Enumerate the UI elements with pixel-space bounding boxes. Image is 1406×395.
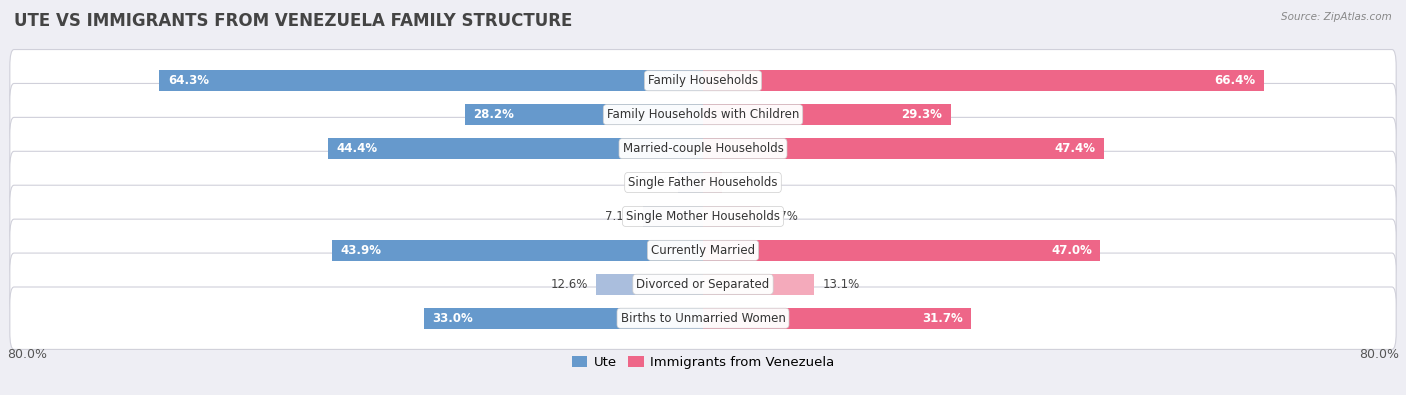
Text: Family Households: Family Households — [648, 74, 758, 87]
Text: 66.4%: 66.4% — [1215, 74, 1256, 87]
FancyBboxPatch shape — [10, 117, 1396, 180]
Legend: Ute, Immigrants from Venezuela: Ute, Immigrants from Venezuela — [567, 351, 839, 374]
FancyBboxPatch shape — [10, 151, 1396, 214]
Text: 31.7%: 31.7% — [922, 312, 963, 325]
FancyBboxPatch shape — [10, 253, 1396, 316]
Bar — [596, 274, 703, 295]
Bar — [703, 104, 950, 125]
FancyBboxPatch shape — [10, 185, 1396, 248]
FancyBboxPatch shape — [10, 219, 1396, 282]
Text: 44.4%: 44.4% — [336, 142, 377, 155]
Text: 13.1%: 13.1% — [823, 278, 859, 291]
Text: Single Mother Households: Single Mother Households — [626, 210, 780, 223]
Bar — [464, 104, 703, 125]
Text: Married-couple Households: Married-couple Households — [623, 142, 783, 155]
Bar — [703, 172, 723, 193]
FancyBboxPatch shape — [10, 287, 1396, 350]
Bar — [703, 138, 1104, 159]
Text: 28.2%: 28.2% — [472, 108, 515, 121]
Text: UTE VS IMMIGRANTS FROM VENEZUELA FAMILY STRUCTURE: UTE VS IMMIGRANTS FROM VENEZUELA FAMILY … — [14, 12, 572, 30]
Bar — [703, 274, 814, 295]
Text: 6.7%: 6.7% — [768, 210, 799, 223]
Text: Divorced or Separated: Divorced or Separated — [637, 278, 769, 291]
Text: 2.3%: 2.3% — [731, 176, 761, 189]
Bar — [159, 70, 703, 91]
Bar — [703, 240, 1101, 261]
Text: 43.9%: 43.9% — [340, 244, 381, 257]
Bar — [332, 240, 703, 261]
Bar — [703, 206, 759, 227]
Text: Source: ZipAtlas.com: Source: ZipAtlas.com — [1281, 12, 1392, 22]
Text: Family Households with Children: Family Households with Children — [607, 108, 799, 121]
Text: 47.0%: 47.0% — [1050, 244, 1092, 257]
Text: 3.0%: 3.0% — [640, 176, 669, 189]
FancyBboxPatch shape — [10, 49, 1396, 112]
Bar — [703, 308, 972, 329]
Text: 7.1%: 7.1% — [605, 210, 634, 223]
Bar — [643, 206, 703, 227]
Text: Single Father Households: Single Father Households — [628, 176, 778, 189]
Text: 47.4%: 47.4% — [1054, 142, 1095, 155]
Bar — [425, 308, 703, 329]
FancyBboxPatch shape — [10, 83, 1396, 146]
Text: 64.3%: 64.3% — [167, 74, 209, 87]
Text: 29.3%: 29.3% — [901, 108, 942, 121]
Text: 12.6%: 12.6% — [551, 278, 588, 291]
Text: 33.0%: 33.0% — [433, 312, 474, 325]
Bar — [328, 138, 703, 159]
Text: Currently Married: Currently Married — [651, 244, 755, 257]
Bar — [678, 172, 703, 193]
Bar — [703, 70, 1264, 91]
Text: Births to Unmarried Women: Births to Unmarried Women — [620, 312, 786, 325]
